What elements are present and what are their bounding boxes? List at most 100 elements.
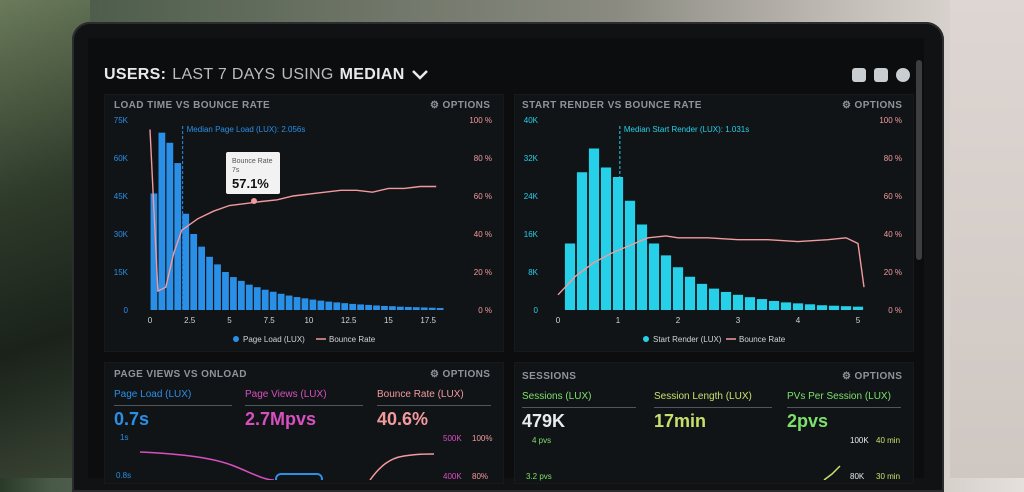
bar [198,246,206,310]
divider [114,405,232,406]
legend-item: Bounce Rate [329,335,376,344]
bar [612,177,624,310]
divider [522,407,636,408]
y2-tick-label: 40 % [884,230,902,239]
load-time-options-button[interactable]: ⚙ OPTIONS [430,100,490,111]
monitor-icon[interactable] [852,68,866,82]
bar [792,303,804,310]
bar [150,193,158,310]
legend-item: Page Load (LUX) [243,335,305,344]
bar [174,163,182,310]
bounce-rate-metric-value: 40.6% [377,409,429,429]
axis-right-tick: 100% [472,434,493,443]
bounce-rate-line [149,129,437,293]
pvs-per-session-metric-value: 2pvs [787,411,829,431]
dashboard-header[interactable]: USERS: LAST 7 DAYS USING MEDIAN [104,64,429,86]
y2-tick-label: 100 % [879,116,902,125]
header-toolbar [852,68,910,82]
x-tick-label: 0 [556,316,561,325]
y-tick-label: 15K [114,268,129,277]
bar [828,305,840,310]
header-stat-label: MEDIAN [339,66,405,83]
bar [206,256,213,310]
y2-tick-label: 60 % [474,192,492,201]
bar [245,284,253,310]
bar [564,243,576,310]
y2-tick-label: 60 % [884,192,902,201]
bar [389,306,396,310]
bar [624,200,636,310]
y-tick-label: 24K [524,192,539,201]
start-render-title: START RENDER VS BOUNCE RATE [522,100,702,111]
sessions-panel [514,362,914,484]
x-tick-label: 0 [148,316,153,325]
gear-icon: ⚙ [430,100,443,111]
legend-item: Start Render (LUX) [653,335,722,344]
bar [190,234,198,310]
bar [373,305,380,310]
page-views-metric-label: Page Views (LUX) [245,389,327,400]
y2-tick-label: 80 % [474,154,492,163]
bar [428,307,436,310]
legend-item: Bounce Rate [739,335,786,344]
bar [660,255,672,310]
sessions-options-button[interactable]: ⚙ OPTIONS [842,371,902,382]
bar [230,277,237,310]
bar [293,297,301,310]
x-tick-label: 1 [616,316,621,325]
bar [768,300,780,310]
x-tick-label: 5 [227,316,232,325]
pvs-per-session-metric-label: PVs Per Session (LUX) [787,391,891,402]
page-views-line [139,451,275,480]
page-load-marker [275,473,323,480]
legend-swatch [643,336,649,342]
help-icon[interactable] [896,68,910,82]
x-tick-label: 2.5 [184,316,196,325]
bounce-rate-line [369,453,435,480]
bar [648,243,660,310]
page-load-metric-label: Page Load (LUX) [114,389,192,400]
bar [404,306,412,310]
bar [333,302,341,310]
options-label: OPTIONS [854,371,903,382]
load-time-title: LOAD TIME VS BOUNCE RATE [114,100,271,111]
x-tick-label: 3 [736,316,741,325]
bar [182,213,190,310]
axis-right-tick: 40 min [876,436,901,445]
start-render-options-button[interactable]: ⚙ OPTIONS [842,100,902,111]
y-tick-label: 30K [114,230,129,239]
axis-right-tick: 400K [443,472,462,481]
tooltip-subtitle: 7s [232,167,240,174]
tooltip-title: Bounce Rate [232,158,273,165]
header-using-label: USING [281,66,334,83]
bar [600,167,612,310]
page-views-mini-chart [139,451,435,480]
axis-left-tick: 3.2 pvs [526,472,552,481]
x-tick-label: 15 [384,316,393,325]
header-prefix: USERS: [104,66,167,83]
divider [787,407,901,408]
y-tick-label: 32K [524,154,539,163]
bar [696,283,708,310]
gear-icon: ⚙ [842,100,855,111]
bar [684,276,696,310]
share-icon[interactable] [874,68,888,82]
bar [720,291,732,310]
bounce-rate-line [557,235,865,296]
page-views-options-button[interactable]: ⚙ OPTIONS [430,369,490,380]
scrollbar[interactable] [916,60,922,260]
axis-right-tick: 80% [472,472,489,481]
page-views-title: PAGE VIEWS VS ONLOAD [114,369,247,380]
sessions-metric-value: 479K [522,411,566,431]
bar [381,305,388,310]
chevron-down-icon[interactable] [411,69,429,81]
page-load-metric-value: 0.7s [114,409,150,429]
sessions-metric-label: Sessions (LUX) [522,391,592,402]
sessions-title: SESSIONS [522,371,577,382]
bar [436,307,444,310]
y2-tick-label: 0 % [478,306,492,315]
bar [852,306,864,310]
median-label: Median Page Load (LUX): 2.056s [187,125,306,134]
bar [277,293,285,310]
bar [317,300,325,310]
